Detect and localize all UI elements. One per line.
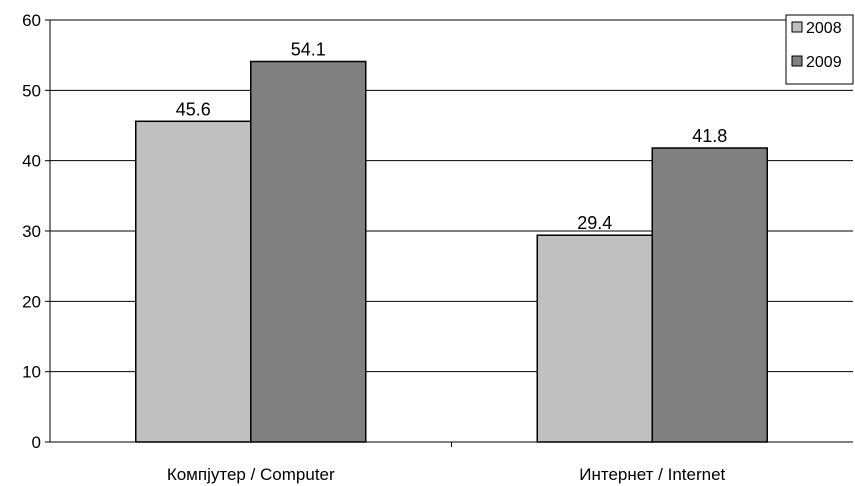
- data-labels: 45.6 54.1 29.4 41.8: [176, 39, 728, 233]
- y-tick-label: 50: [22, 81, 41, 100]
- data-label: 54.1: [291, 39, 326, 59]
- bar-2009-1: [250, 60, 367, 443]
- legend-label: 2009: [806, 54, 842, 71]
- bar-2008-2: [536, 234, 653, 443]
- x-axis: Компјутер / Computer Интернет / Internet: [50, 441, 853, 484]
- legend-label: 2008: [806, 20, 842, 37]
- y-tick-label: 30: [22, 222, 41, 241]
- bar-2009-2: [651, 147, 768, 443]
- bars: [135, 60, 768, 443]
- y-tick-label: 20: [22, 292, 41, 311]
- data-label: 41.8: [692, 126, 727, 146]
- data-label: 29.4: [577, 213, 612, 233]
- legend: 2008 2009: [785, 14, 854, 85]
- y-tick-label: 0: [32, 433, 41, 452]
- bar-2008-1: [135, 120, 252, 443]
- category-label: Компјутер / Computer: [167, 465, 335, 484]
- y-tick-label: 10: [22, 363, 41, 382]
- y-tick-label: 40: [22, 152, 41, 171]
- data-label: 45.6: [176, 99, 211, 119]
- y-tick-label: 60: [22, 11, 41, 30]
- category-label: Интернет / Internet: [579, 465, 725, 484]
- y-axis: 0 10 20 30 40 50 60: [22, 11, 51, 452]
- legend-swatch: [791, 55, 803, 67]
- legend-swatch: [791, 21, 803, 33]
